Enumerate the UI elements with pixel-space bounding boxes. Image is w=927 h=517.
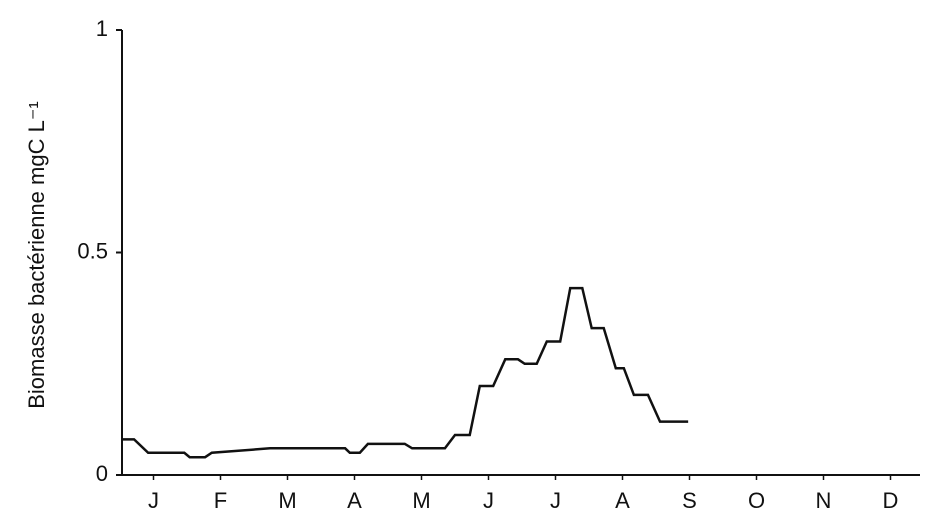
x-tick-label: O <box>748 488 765 513</box>
data-line <box>122 286 689 459</box>
y-axis-label: Biomasse bactérienne mgC L⁻¹ <box>24 101 49 409</box>
y-tick-label: 1 <box>96 16 108 41</box>
y-tick-label: 0 <box>96 461 108 486</box>
x-tick-label: J <box>148 488 159 513</box>
x-tick-label: F <box>214 488 227 513</box>
x-tick-label: S <box>682 488 697 513</box>
x-tick-label: M <box>278 488 296 513</box>
y-tick-label: 0.5 <box>77 238 108 263</box>
x-tick-label: D <box>883 488 899 513</box>
x-tick-label: N <box>816 488 832 513</box>
x-tick-label: M <box>412 488 430 513</box>
x-tick-label: A <box>347 488 362 513</box>
x-tick-label: J <box>483 488 494 513</box>
x-tick-label: A <box>615 488 630 513</box>
x-tick-label: J <box>550 488 561 513</box>
